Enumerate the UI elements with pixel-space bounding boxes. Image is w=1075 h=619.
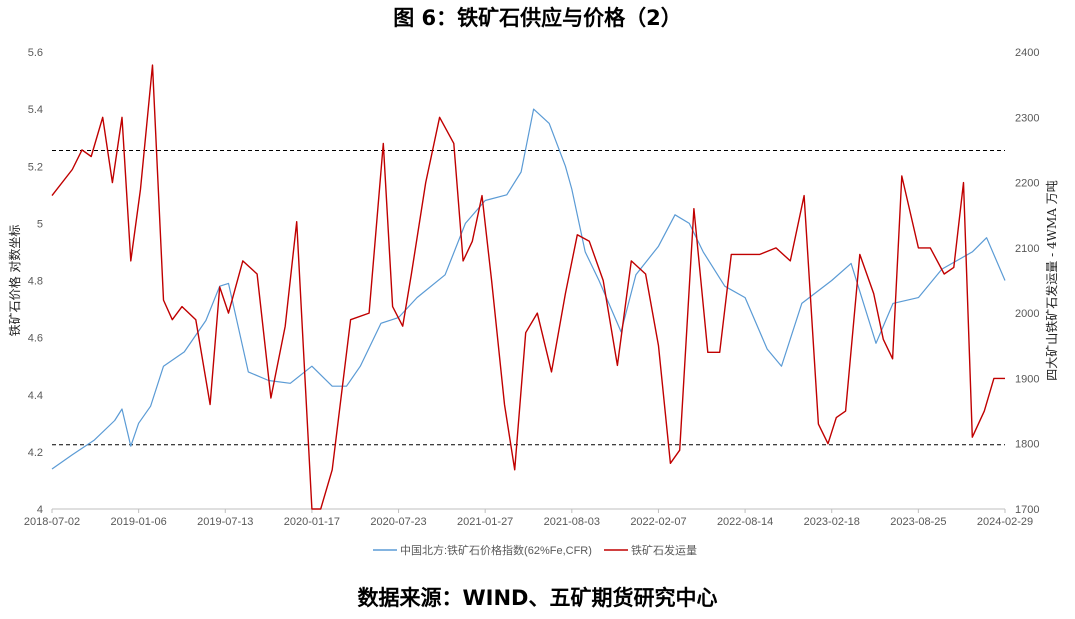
- x-tick-label: 2023-02-18: [804, 516, 860, 528]
- y-left-tick-label: 4: [37, 504, 43, 516]
- y-left-tick-label: 4.6: [28, 333, 43, 345]
- y-right-tick-label: 2200: [1015, 178, 1039, 190]
- x-tick-label: 2018-07-02: [24, 516, 80, 528]
- legend-label: 中国北方:铁矿石价格指数(62%Fe,CFR): [400, 543, 592, 557]
- x-tick-label: 2022-02-07: [630, 516, 686, 528]
- y-right-tick-label: 1700: [1015, 504, 1039, 516]
- legend-label: 铁矿石发运量: [631, 543, 697, 557]
- y-right-tick-label: 2000: [1015, 308, 1039, 320]
- y-right-tick-label: 2100: [1015, 243, 1039, 255]
- chart-title: 图 6：铁矿石供应与价格（2）: [393, 6, 682, 30]
- x-tick-label: 2024-02-29: [977, 516, 1033, 528]
- x-tick-label: 2020-01-17: [284, 516, 340, 528]
- y-left-tick-label: 4.4: [28, 390, 43, 402]
- y-left-tick-label: 5.4: [28, 104, 43, 116]
- y-left-tick-label: 5: [37, 218, 43, 230]
- legend: 中国北方:铁矿石价格指数(62%Fe,CFR) 铁矿石发运量: [373, 543, 697, 557]
- y-left-tick-label: 5.6: [28, 47, 43, 59]
- y-left-tick-label: 4.2: [28, 447, 43, 459]
- x-tick-label: 2019-01-06: [110, 516, 166, 528]
- series-line-1: [51, 64, 1005, 510]
- y-right-tick-label: 2300: [1015, 112, 1039, 124]
- y-left-tick-label: 4.8: [28, 276, 43, 288]
- reference-lines: [52, 150, 1005, 446]
- y-left-tick-label: 5.2: [28, 161, 43, 173]
- y-right-tick-label: 1800: [1015, 439, 1039, 451]
- axes: 2018-07-02 2019-01-06 2019-07-13 2020-01-17…: [7, 47, 1059, 528]
- data-source-note: 数据来源：WIND、五矿期货研究中心: [357, 586, 718, 610]
- y-left-axis-title: 铁矿石价格 对数坐标: [7, 225, 22, 337]
- x-tick-label: 2019-07-13: [197, 516, 253, 528]
- y-right-tick-label: 1900: [1015, 373, 1039, 385]
- series-line-0: [51, 108, 1006, 470]
- y-right-axis-title: 四大矿山铁矿石发运量 - 4WMA 万吨: [1044, 180, 1059, 380]
- x-tick-label: 2023-08-25: [890, 516, 946, 528]
- y-right-tick-label: 2400: [1015, 47, 1039, 59]
- series-lines: [51, 64, 1006, 510]
- x-tick-label: 2021-08-03: [544, 516, 600, 528]
- x-tick-label: 2020-07-23: [370, 516, 426, 528]
- x-tick-label: 2022-08-14: [717, 516, 773, 528]
- x-tick-label: 2021-01-27: [457, 516, 513, 528]
